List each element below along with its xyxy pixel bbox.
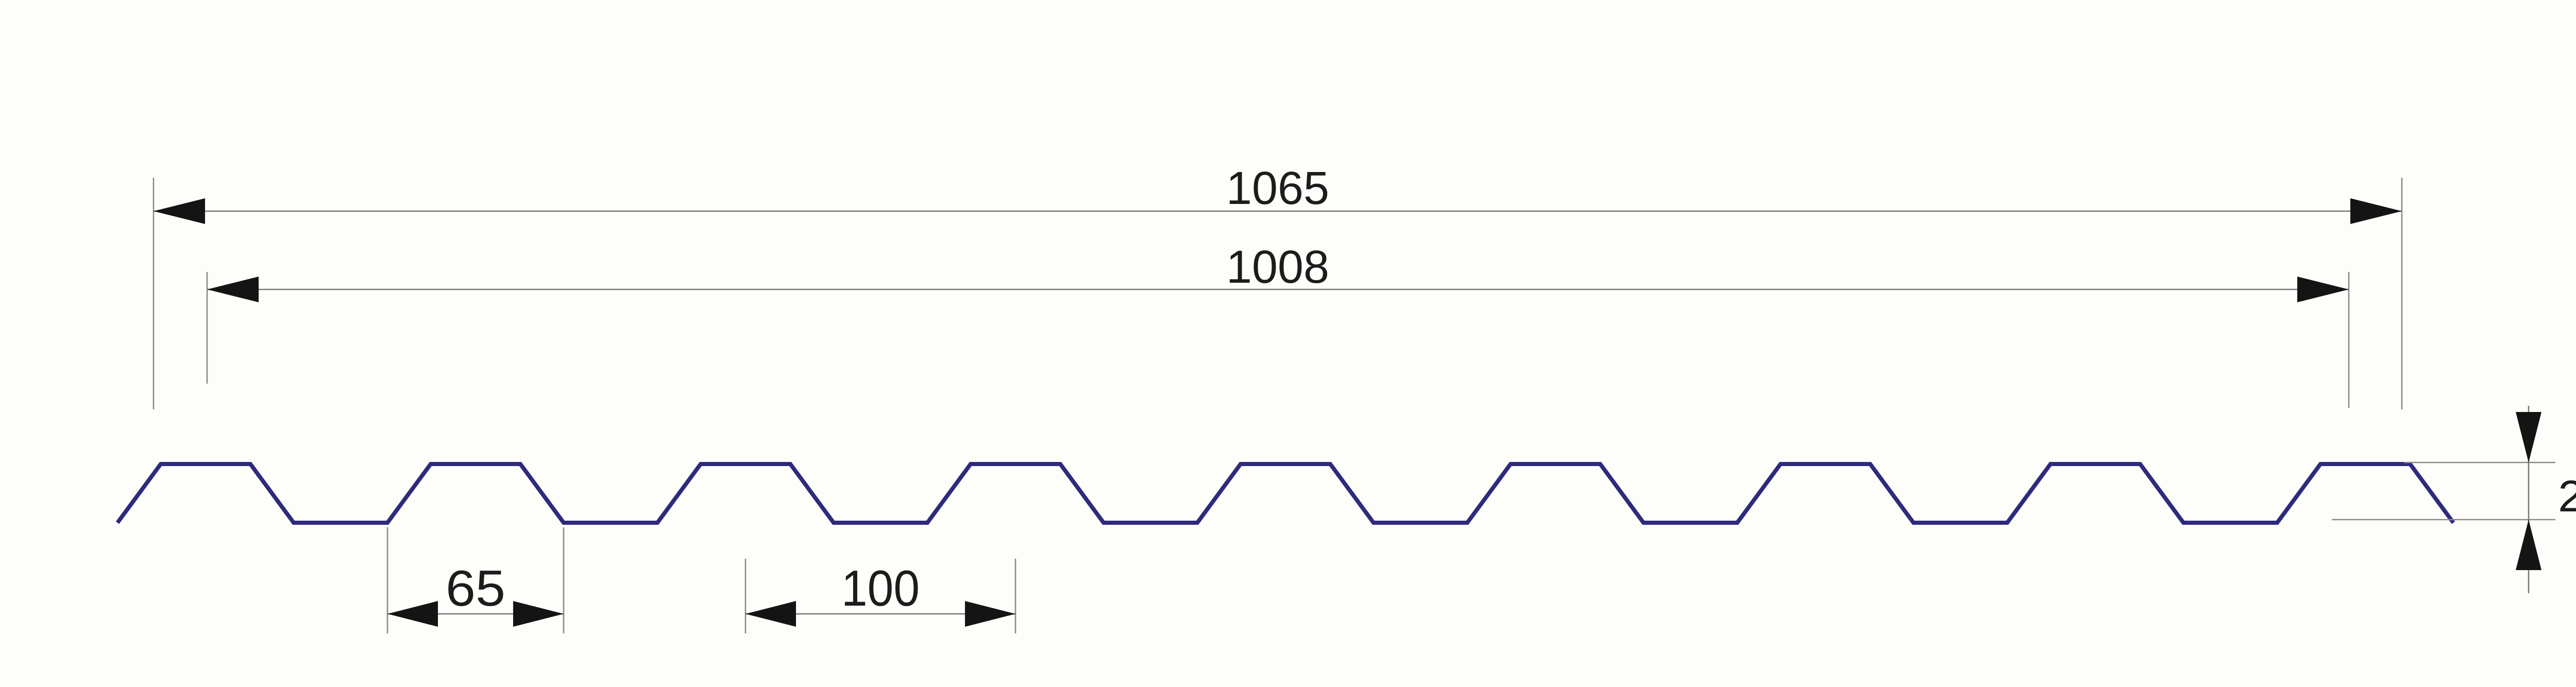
arrowhead-bottom xyxy=(2516,520,2541,570)
arrowhead-top xyxy=(2516,412,2541,462)
dimension-overall-width: 1065 xyxy=(152,163,2403,409)
arrowhead-left xyxy=(745,601,796,627)
dimension-label: 1008 xyxy=(1226,242,1329,293)
arrowhead-left xyxy=(154,198,205,224)
dimension-pitch: 100 xyxy=(744,559,1016,633)
dimension-profile-height: 21 мм xyxy=(2332,406,2576,593)
arrowhead-right xyxy=(2297,277,2349,302)
arrowhead-left xyxy=(207,277,259,302)
dimension-working-width: 1008 xyxy=(206,242,2350,408)
dimension-label: 100 xyxy=(841,560,920,616)
arrowhead-right xyxy=(965,601,1015,627)
dimension-label: 21 мм xyxy=(2558,472,2576,521)
arrowhead-right xyxy=(2350,198,2402,224)
arrowhead-left xyxy=(387,601,438,627)
dimension-label: 1065 xyxy=(1226,163,1329,214)
dimension-label: 65 xyxy=(446,560,505,616)
sheet-profile-line xyxy=(115,462,2455,525)
arrowhead-right xyxy=(513,601,564,627)
dimension-rib-base: 65 xyxy=(386,527,565,633)
